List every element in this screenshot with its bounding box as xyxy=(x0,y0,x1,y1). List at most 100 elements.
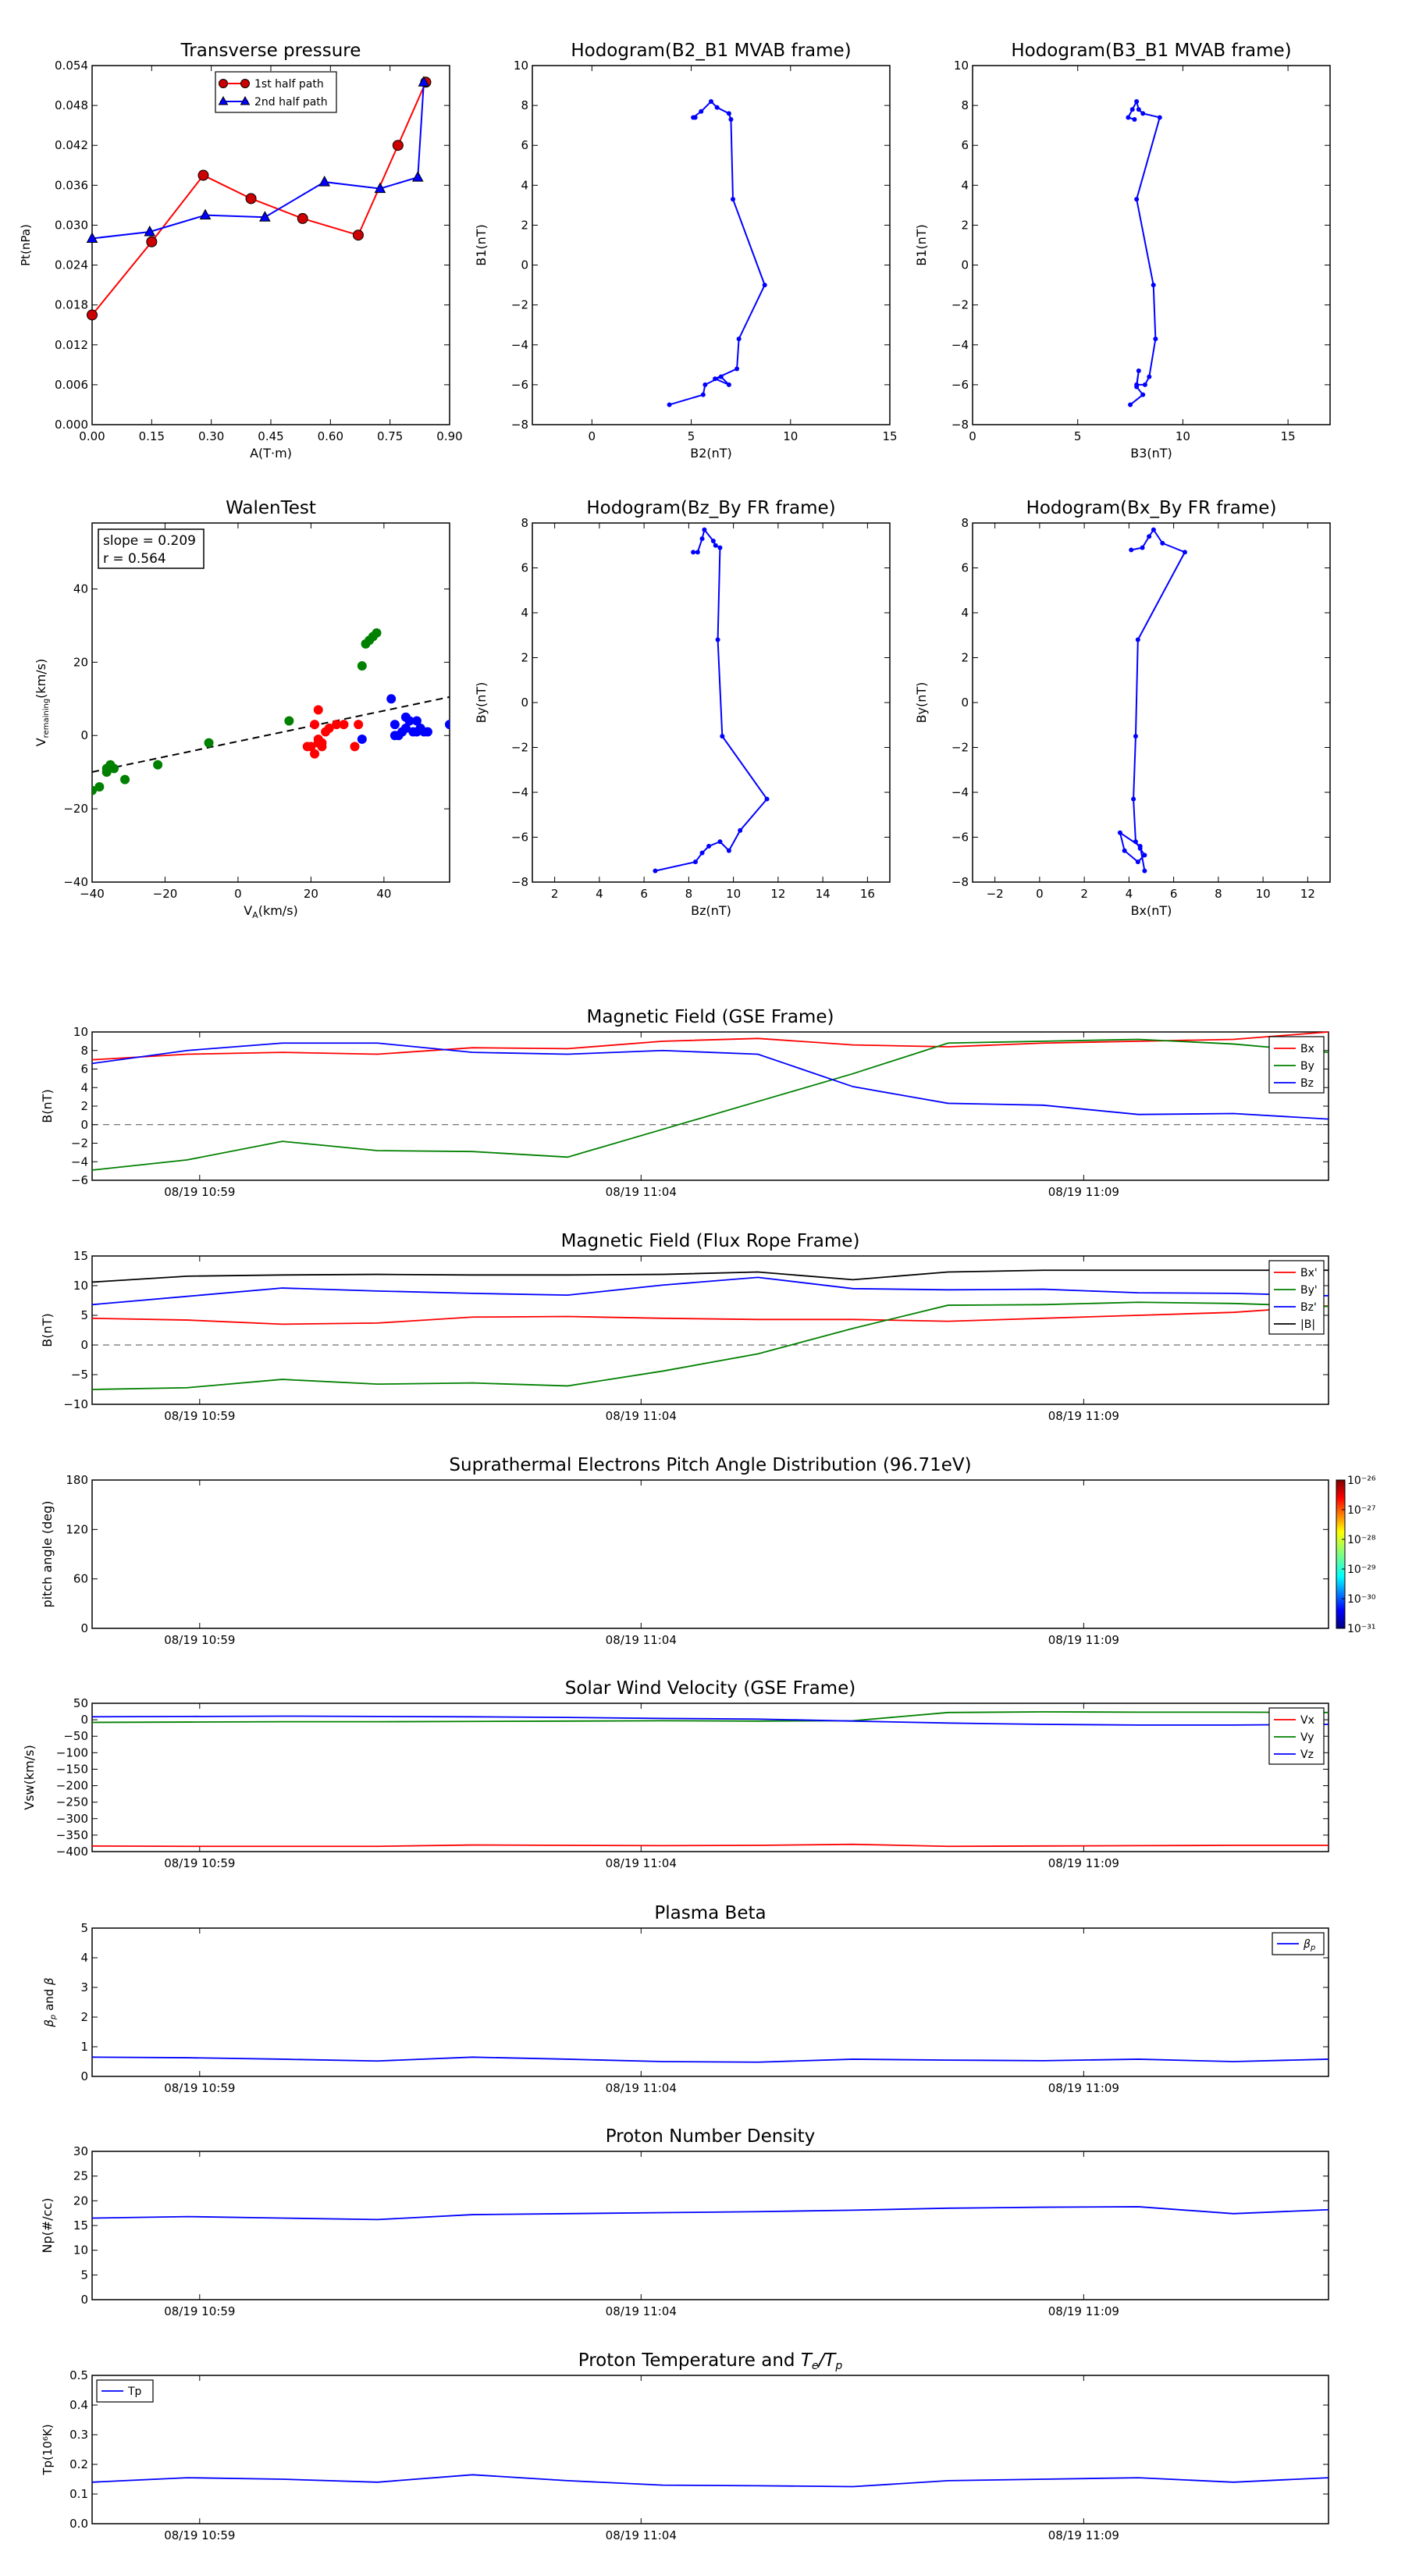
pad-colorbar-label: 10⁻²⁹ xyxy=(1347,1564,1376,1576)
h1-marker-dot xyxy=(702,382,708,387)
walen-point-2 xyxy=(357,734,367,744)
b_gse-ytick-label: 6 xyxy=(80,1062,88,1076)
h3-marker-dot xyxy=(699,850,705,856)
walen-point-2 xyxy=(400,723,411,733)
h4-marker-dot xyxy=(1142,868,1147,873)
b_fr-ytick-label: 10 xyxy=(73,1279,88,1293)
walen-point-0 xyxy=(94,781,105,792)
np-ytick-label: 20 xyxy=(73,2194,88,2208)
walen-xlabel-v: V xyxy=(244,903,252,918)
tp-legend-label: 2nd half path xyxy=(254,96,328,109)
walen-point-0 xyxy=(284,716,294,726)
h4-ytick-label: −6 xyxy=(951,831,969,845)
h4-xtick-label: 12 xyxy=(1300,887,1315,901)
b_fr-title: Magnetic Field (Flux Rope Frame) xyxy=(561,1231,860,1251)
b_gse-series-line-1 xyxy=(91,1038,1329,1171)
beta-ylabel-and: and xyxy=(42,1985,56,2015)
h3-ytick-label: 2 xyxy=(521,651,528,665)
h2-marker-dot xyxy=(1140,392,1146,397)
h2-marker-dot xyxy=(1151,283,1156,288)
walen-point-0 xyxy=(357,661,367,671)
b_fr-xtick-label: 08/19 10:59 xyxy=(164,1409,235,1423)
h3-xtick-label: 14 xyxy=(816,887,831,901)
tp-ylabel: Pt(nPa) xyxy=(19,224,33,266)
tp-ytick-label: 0.000 xyxy=(55,418,88,432)
vsw-ytick-label: −300 xyxy=(56,1812,88,1826)
h1-marker-dot xyxy=(726,111,731,116)
h2-axes-frame xyxy=(972,65,1331,425)
panel-pad: Suprathermal Electrons Pitch Angle Distr… xyxy=(40,1455,1376,1647)
vsw-legend: Vx Vy Vz xyxy=(1268,1707,1325,1765)
beta-ylabel-beta: β xyxy=(42,2019,56,2028)
b_gse-legend: Bx By Bz xyxy=(1268,1036,1325,1094)
walen-xtick-label: 0 xyxy=(234,887,242,901)
tp_temp-ytick-label: 0.1 xyxy=(69,2487,88,2501)
h2-marker-dot xyxy=(1134,384,1140,390)
tp-marker-triangle xyxy=(374,182,386,194)
b_gse-xtick-label: 08/19 11:04 xyxy=(606,1185,677,1199)
h2-marker-dot xyxy=(1157,115,1162,120)
beta-ytick-label: 2 xyxy=(80,2010,88,2024)
h1-ylabel: B1(nT) xyxy=(474,224,489,266)
walen-point-0 xyxy=(372,628,382,638)
walen-point-1 xyxy=(339,720,349,730)
tp_temp-legend: Tp xyxy=(96,2379,154,2403)
pad-ytick-label: 180 xyxy=(66,1473,88,1487)
tp-marker-triangle xyxy=(318,176,331,187)
h2-xtick-label: 15 xyxy=(1281,429,1296,443)
tp-legend-marker xyxy=(219,79,228,88)
tp-ytick-label: 0.012 xyxy=(55,338,88,352)
h4-marker-dot xyxy=(1131,796,1136,802)
pad-colorbar-label: 10⁻³¹ xyxy=(1347,1623,1375,1635)
h4-xtick-label: 0 xyxy=(1036,887,1044,901)
panel-vsw: Solar Wind Velocity (GSE Frame) −400 −350 −… xyxy=(22,1678,1329,1870)
b_fr-ytick-label: 0 xyxy=(80,1338,88,1352)
h4-title: Hodogram(Bx_By FR frame) xyxy=(1026,498,1277,518)
tp-xtick-label: 0.15 xyxy=(139,429,165,443)
h3-marker-dot xyxy=(717,839,723,845)
h4-marker-dot xyxy=(1137,844,1143,849)
np-ytick-label: 0 xyxy=(80,2293,88,2307)
tp-ytick-label: 0.018 xyxy=(55,298,88,312)
h4-xtick-label: 10 xyxy=(1256,887,1271,901)
panel-b_fr: Magnetic Field (Flux Rope Frame) −10 −5 0 5 1… xyxy=(40,1231,1329,1423)
panel-h2: Hodogram(B3_B1 MVAB frame) −8 −6 −4 −2 0 2 4 6 8 1… xyxy=(914,41,1331,461)
b_gse-ylabel: B(nT) xyxy=(40,1089,55,1123)
tp_temp-ytick-label: 0.2 xyxy=(69,2457,88,2471)
tp-legend: 1st half path 2nd half path xyxy=(215,71,337,113)
pad-colorbar-label: 10⁻²⁶ xyxy=(1347,1475,1376,1487)
np-ytick-label: 30 xyxy=(73,2144,88,2158)
tp-xtick-label: 0.75 xyxy=(377,429,403,443)
tp-xtick-label: 0.00 xyxy=(79,429,105,443)
vsw-series-line-1 xyxy=(91,1711,1329,1724)
tp-xtick-label: 0.90 xyxy=(436,429,462,443)
b_fr-legend: Bx' By' Bz' |B| xyxy=(1268,1260,1325,1335)
b_gse-legend-label: By xyxy=(1300,1060,1314,1073)
h2-xtick-label: 0 xyxy=(969,429,976,443)
h4-xlabel: Bx(nT) xyxy=(1131,903,1172,918)
h2-ytick-label: 8 xyxy=(961,98,969,112)
walen-point-0 xyxy=(204,738,214,748)
vsw-legend-label: Vz xyxy=(1300,1749,1314,1761)
tp_temp-ylabel: Tp(10⁶K) xyxy=(41,2424,55,2475)
h3-marker-dot xyxy=(764,796,770,802)
h3-ytick-label: 0 xyxy=(521,696,528,710)
panel-np: Proton Number Density 0 5 10 15 20 25 30 08/19 1… xyxy=(40,2126,1329,2318)
h4-xtick-label: −2 xyxy=(987,887,1004,901)
b_gse-ytick-label: 2 xyxy=(80,1099,88,1113)
h3-title: Hodogram(Bz_By FR frame) xyxy=(586,498,835,518)
beta-ytick-label: 3 xyxy=(80,1980,88,1994)
h3-ytick-label: 6 xyxy=(521,561,528,575)
b_gse-legend-label: Bz xyxy=(1300,1077,1314,1090)
walen-point-1 xyxy=(332,720,342,730)
vsw-title: Solar Wind Velocity (GSE Frame) xyxy=(565,1678,855,1699)
h1-xtick-label: 15 xyxy=(882,429,897,443)
beta-ytick-label: 5 xyxy=(80,1921,88,1935)
h2-marker-dot xyxy=(1136,107,1141,112)
walen-point-2 xyxy=(445,720,450,730)
h2-ytick-label: 2 xyxy=(961,218,969,232)
h1-marker-dot xyxy=(726,382,731,387)
tp_temp-xtick-label: 08/19 10:59 xyxy=(164,2528,235,2542)
h4-marker-dot xyxy=(1182,550,1187,555)
h4-marker-dot xyxy=(1142,852,1147,858)
